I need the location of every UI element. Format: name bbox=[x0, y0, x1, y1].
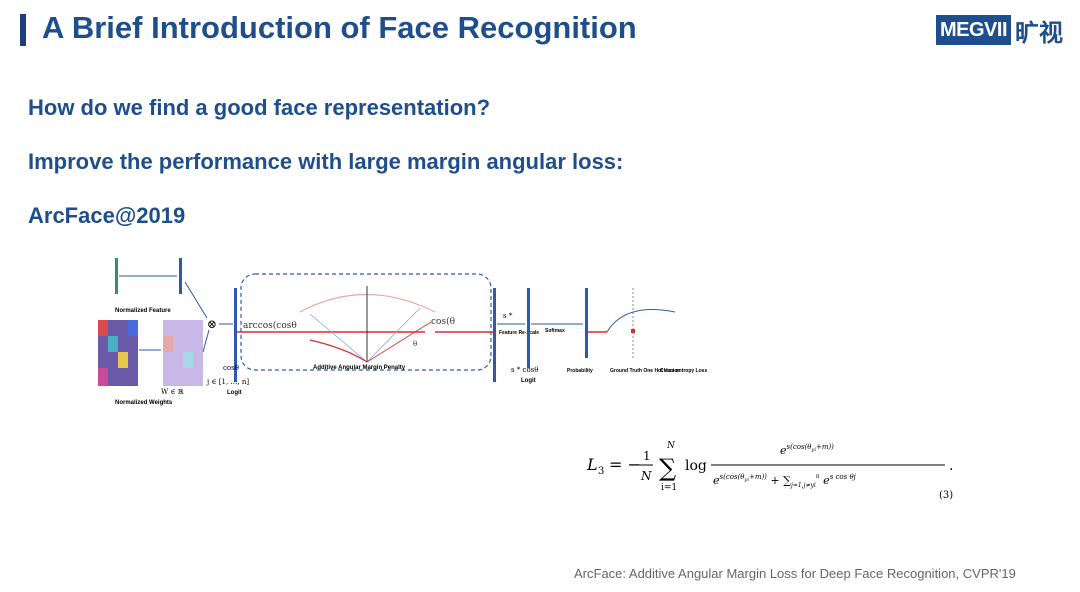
formula-sum-top: N bbox=[666, 441, 676, 451]
probability-label: Probability bbox=[567, 368, 593, 374]
logit-label-2: Logit bbox=[521, 378, 536, 384]
margin-dashed-box bbox=[240, 273, 492, 371]
weights-grid bbox=[98, 320, 203, 386]
feature-rescale-label: Feature Re-scale bbox=[499, 330, 539, 336]
logit-bar bbox=[234, 288, 237, 382]
probability-bar bbox=[585, 288, 588, 358]
ground-truth-hot bbox=[631, 329, 635, 333]
formula-frac-num: 1 bbox=[643, 449, 651, 463]
margin-penalty-label: Additive Angular Margin Penalty bbox=[313, 365, 406, 371]
arcface-loss-formula: L 3 = − 1 N N ∑ i=1 log es(cos(θyi+m)) e… bbox=[586, 441, 953, 500]
formula-numerator: es(cos(θyi+m)) bbox=[780, 443, 834, 457]
angle-fan bbox=[299, 286, 436, 363]
to-loss-arrow bbox=[606, 309, 676, 333]
arcface-diagram: Normalized Feature Normalized Weights W … bbox=[98, 258, 707, 406]
megvii-logo: MEGVII 旷视 bbox=[936, 14, 1064, 47]
formula-sum-bottom: i=1 bbox=[661, 483, 677, 493]
weights-to-otimes bbox=[202, 329, 210, 353]
formula-period: . bbox=[949, 458, 953, 474]
arccos-label: arccos(cosθ bbox=[243, 320, 297, 331]
otimes-symbol: ⊗ bbox=[207, 317, 217, 331]
feature-bar bbox=[115, 258, 118, 294]
normalized-feature-label: Normalized Feature bbox=[115, 308, 171, 314]
theta-yi-m-label: θ bbox=[413, 340, 417, 348]
logo-text: MEGVII bbox=[936, 15, 1012, 45]
formula-eq: = − bbox=[609, 455, 641, 474]
arcface-line: ArcFace@2019 bbox=[28, 203, 186, 228]
title-accent-bar bbox=[20, 14, 26, 46]
cos-theta-j-label: cosθ bbox=[223, 364, 239, 372]
w-space-label: W ∈ ℝ bbox=[161, 388, 184, 396]
normalized-weights-label: Normalized Weights bbox=[115, 400, 173, 406]
s-star-label: s * bbox=[503, 312, 513, 320]
scaled-logit-bar bbox=[527, 288, 530, 368]
cross-entropy-label: Cross-entropy Loss bbox=[660, 368, 707, 374]
question-line: How do we find a good face representatio… bbox=[28, 95, 491, 120]
normalized-feature-bar bbox=[179, 258, 182, 294]
cos-theta-m-label: cos(θ bbox=[431, 316, 455, 327]
formula-frac-den: N bbox=[640, 469, 652, 483]
logit-label-1: Logit bbox=[227, 390, 242, 396]
j-range-label: j ∈ [1, …, n] bbox=[206, 378, 249, 386]
ground-truth-label: Ground Truth One Hot Vector bbox=[610, 368, 680, 374]
logo-chinese: 旷视 bbox=[1015, 18, 1064, 47]
formula-eq-number: (3) bbox=[939, 490, 953, 500]
citation: ArcFace: Additive Angular Margin Loss fo… bbox=[574, 566, 1016, 581]
rescale-logit-bar bbox=[493, 288, 496, 382]
improve-line: Improve the performance with large margi… bbox=[28, 149, 624, 174]
slide-title: A Brief Introduction of Face Recognition bbox=[42, 10, 637, 45]
s-cos-label: s * cosθ bbox=[511, 366, 538, 374]
feature-to-otimes bbox=[184, 281, 208, 319]
formula-sigma: ∑ bbox=[659, 454, 676, 482]
formula-lhs: L bbox=[586, 455, 598, 474]
formula-sub: 3 bbox=[598, 466, 604, 477]
softmax-label: Softmax bbox=[545, 328, 565, 334]
formula-log: log bbox=[685, 458, 707, 474]
formula-denominator: es(cos(θyi+m)) + ∑j=1,j≠yin es cos θj bbox=[713, 473, 857, 489]
